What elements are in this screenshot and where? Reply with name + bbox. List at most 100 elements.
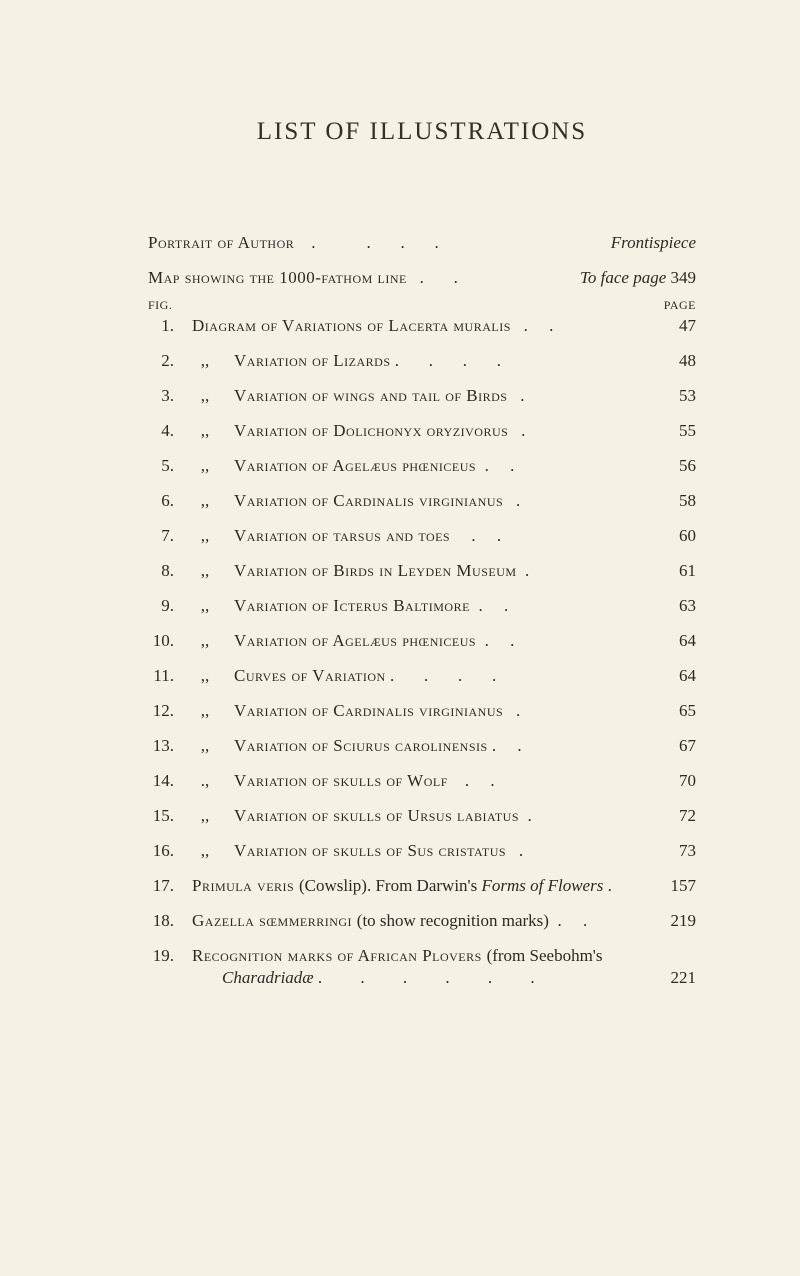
ditto-mark: ,, (192, 632, 218, 649)
fig-number: 12. (148, 702, 174, 719)
leader: . (519, 807, 656, 824)
fig-number: 3. (148, 387, 174, 404)
fig-number: 15. (148, 807, 174, 824)
leader: . . (450, 527, 656, 544)
entry-page-num: 157 (656, 877, 696, 894)
entry-text: Portrait of Author (148, 234, 294, 251)
entry-text: Variation of Agelæus phœniceus (234, 632, 476, 649)
leader: . (508, 422, 656, 439)
list-item: 9. ,, Variation of Icterus Baltimore . .… (148, 597, 696, 614)
entry-page-num: 56 (656, 457, 696, 474)
fig-number: 10. (148, 632, 174, 649)
fig-number: 14. (148, 772, 174, 789)
list-item: 4. ,, Variation of Dolichonyx oryzivorus… (148, 422, 696, 439)
entry-text: Variation of Dolichonyx oryzivorus (234, 422, 508, 439)
list-item: 2. ,, Variation of Lizards . . . . 48 (148, 352, 696, 369)
ditto-mark: ,, (192, 597, 218, 614)
entry-text: Variation of Cardinalis virginianus (234, 492, 503, 509)
fig-number: 9. (148, 597, 174, 614)
list-item: 1. Diagram of Variations of Lacerta mura… (148, 317, 696, 334)
ditto-mark: ,, (192, 807, 218, 824)
list-item: 10. ,, Variation of Agelæus phœniceus . … (148, 632, 696, 649)
fig-number: 18. (148, 912, 174, 929)
list-item: 17. Primula veris (Cowslip). From Darwin… (148, 877, 696, 894)
leader: . (503, 492, 656, 509)
ditto-mark: ,, (192, 842, 218, 859)
entry-text: Variation of Agelæus phœniceus (234, 457, 476, 474)
entry-page-num: 61 (656, 562, 696, 579)
entry-text: Charadriadæ (222, 968, 314, 988)
entry-page-ref: Frontispiece (611, 234, 696, 251)
leader: . . (476, 457, 656, 474)
entry-page-num: 63 (656, 597, 696, 614)
leader: . . . . (391, 352, 657, 369)
entry-text: Variation of Icterus Baltimore (234, 597, 470, 614)
entry-text: Primula veris (Cowslip). From Darwin's F… (192, 877, 612, 894)
list-item-continuation: Charadriadæ . . . . . . 221 (222, 968, 696, 988)
leader: . . (407, 269, 580, 286)
entry-text: Diagram of Variations of Lacerta muralis (192, 317, 511, 334)
list-item: 18. Gazella sœmmerringi (to show recogni… (148, 912, 696, 929)
page-title: LIST OF ILLUSTRATIONS (148, 118, 696, 146)
list-item: 3. ,, Variation of wings and tail of Bir… (148, 387, 696, 404)
page: LIST OF ILLUSTRATIONS Portrait of Author… (0, 0, 800, 1276)
list-item: 7. ,, Variation of tarsus and toes . . 6… (148, 527, 696, 544)
fig-header: FIG. (148, 298, 172, 313)
entry-page-num: 65 (656, 702, 696, 719)
entry-page-num: 72 (656, 807, 696, 824)
entry-page-num: 349 (671, 269, 697, 286)
entry-page-num: 48 (656, 352, 696, 369)
entry-page-num: 64 (656, 667, 696, 684)
list-item: 6. ,, Variation of Cardinalis virginianu… (148, 492, 696, 509)
leader: . . (511, 317, 656, 334)
list-item: 19. Recognition marks of African Plovers… (148, 947, 696, 964)
ditto-mark: ., (192, 772, 218, 789)
ditto-mark: ,, (192, 562, 218, 579)
fig-number: 5. (148, 457, 174, 474)
entry-page-num: 73 (656, 842, 696, 859)
entry-page-num: 64 (656, 632, 696, 649)
list-item: 8. ,, Variation of Birds in Leyden Museu… (148, 562, 696, 579)
entry-text: Map showing the 1000-fathom line (148, 269, 407, 286)
fig-number: 6. (148, 492, 174, 509)
leader: . (517, 562, 656, 579)
entry-text: Variation of Birds in Leyden Museum (234, 562, 517, 579)
fig-number: 16. (148, 842, 174, 859)
ditto-mark: ,, (192, 457, 218, 474)
ditto-mark: ,, (192, 352, 218, 369)
column-header: FIG. PAGE (148, 298, 696, 313)
leader: . (507, 387, 656, 404)
entry-page-num: 221 (656, 968, 696, 988)
entry-page-num: 60 (656, 527, 696, 544)
entry-page-num: 58 (656, 492, 696, 509)
fig-number: 19. (148, 947, 174, 964)
top-row: Portrait of Author . . . . Frontispiece (148, 234, 696, 251)
fig-number: 4. (148, 422, 174, 439)
entry-page-num: 55 (656, 422, 696, 439)
leader: . . (448, 772, 656, 789)
leader: . . (476, 632, 656, 649)
leader: . . (488, 737, 656, 754)
leader: . . . . (294, 234, 610, 251)
entry-text: Variation of skulls of Ursus labiatus (234, 807, 519, 824)
leader: . . . . (386, 667, 656, 684)
list-item: 5. ,, Variation of Agelæus phœniceus . .… (148, 457, 696, 474)
entry-text: Variation of Lizards (234, 352, 391, 369)
fig-number: 1. (148, 317, 174, 334)
fig-number: 8. (148, 562, 174, 579)
list-item: 12. ,, Variation of Cardinalis virginian… (148, 702, 696, 719)
entry-text: Variation of wings and tail of Birds (234, 387, 507, 404)
list-item: 13. ,, Variation of Sciurus carolinensis… (148, 737, 696, 754)
leader: . (506, 842, 656, 859)
ditto-mark: ,, (192, 737, 218, 754)
fig-number: 2. (148, 352, 174, 369)
top-row: Map showing the 1000-fathom line . . To … (148, 269, 696, 286)
entry-page-num: 47 (656, 317, 696, 334)
entry-text: Variation of Sciurus carolinensis (234, 737, 488, 754)
list-item: 11. ,, Curves of Variation . . . . 64 (148, 667, 696, 684)
entry-text: Gazella sœmmerringi (to show recognition… (192, 912, 549, 929)
ditto-mark: ,, (192, 492, 218, 509)
entry-page-num: 67 (656, 737, 696, 754)
leader: . (503, 702, 656, 719)
entry-page-num: 53 (656, 387, 696, 404)
